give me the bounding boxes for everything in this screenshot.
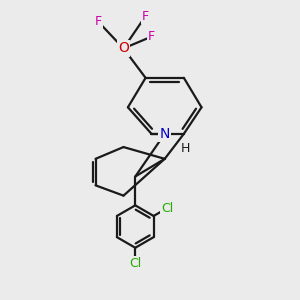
Text: N: N <box>160 127 170 141</box>
Text: H: H <box>181 142 190 155</box>
Text: Cl: Cl <box>161 202 173 215</box>
Text: F: F <box>95 15 102 28</box>
Text: Cl: Cl <box>129 256 141 270</box>
Text: O: O <box>118 41 129 56</box>
Text: F: F <box>142 10 149 22</box>
Text: F: F <box>148 30 155 43</box>
